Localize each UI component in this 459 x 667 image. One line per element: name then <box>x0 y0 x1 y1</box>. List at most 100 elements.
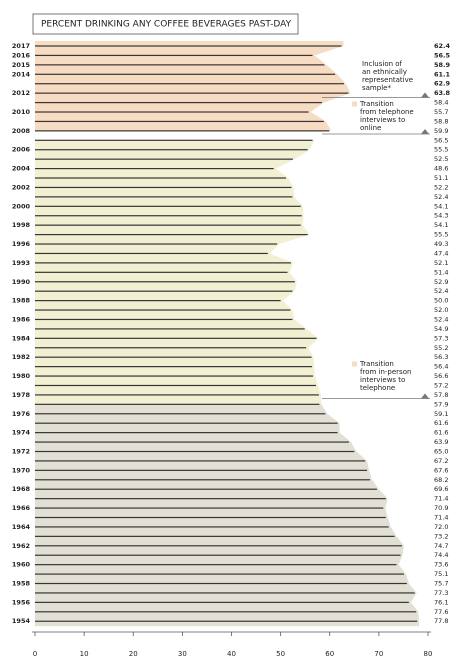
bar <box>35 366 313 368</box>
value-label: 59.1 <box>434 410 448 418</box>
bar <box>35 356 312 358</box>
value-label: 54.9 <box>434 325 448 333</box>
value-label: 61.6 <box>434 429 448 437</box>
bar <box>35 498 386 500</box>
value-label: 68.2 <box>434 476 448 484</box>
value-label: 52.4 <box>434 315 448 323</box>
y-tick-label: 1996 <box>12 240 31 248</box>
bar <box>35 375 314 377</box>
bar <box>35 243 278 245</box>
bar <box>35 252 268 255</box>
bar <box>35 488 377 490</box>
bar <box>35 394 319 396</box>
value-label: 52.2 <box>434 183 448 191</box>
bar <box>35 535 395 537</box>
value-label: 49.3 <box>434 240 448 248</box>
bar <box>35 384 316 387</box>
bar <box>35 139 313 141</box>
y-tick-label: 2014 <box>12 70 31 78</box>
bar <box>35 582 407 585</box>
y-tick-label: 1984 <box>12 334 31 342</box>
value-label: 52.4 <box>434 193 448 201</box>
x-tick-label: 60 <box>325 650 334 658</box>
y-tick-label: 1958 <box>12 580 31 588</box>
bar <box>35 403 320 405</box>
value-label: 61.1 <box>434 70 451 78</box>
value-label: 47.4 <box>434 249 448 257</box>
bar <box>35 167 274 170</box>
y-tick-label: 1974 <box>12 429 31 437</box>
value-label: 55.2 <box>434 344 448 352</box>
y-tick-label: 1993 <box>12 259 30 267</box>
bar <box>35 611 417 613</box>
y-tick-label: 2008 <box>12 127 31 135</box>
annotation-arrow <box>421 92 429 98</box>
y-tick-label: 2000 <box>12 202 31 210</box>
value-label: 50.0 <box>434 297 448 305</box>
y-tick-label: 1978 <box>12 391 31 399</box>
bar <box>35 300 281 302</box>
bar <box>35 196 293 198</box>
annotation-marker <box>352 361 357 367</box>
value-label: 52.1 <box>434 259 448 267</box>
x-tick-label: 0 <box>33 650 37 658</box>
value-label: 71.4 <box>434 495 448 503</box>
bar <box>35 620 418 622</box>
bar <box>35 177 287 179</box>
annotation-text: interviews to <box>360 116 405 124</box>
y-tick-label: 1966 <box>12 504 31 512</box>
value-label: 52.9 <box>434 278 448 286</box>
x-tick-label: 30 <box>178 650 187 658</box>
era-area <box>35 41 351 131</box>
value-label: 75.1 <box>434 570 448 578</box>
value-label: 54.1 <box>434 221 448 229</box>
y-tick-label: 1972 <box>12 447 30 455</box>
bar <box>35 234 308 236</box>
value-label: 76.1 <box>434 598 448 606</box>
value-label: 55.5 <box>434 231 448 239</box>
value-label: 51.1 <box>434 174 448 182</box>
y-tick-label: 1998 <box>12 221 31 229</box>
y-tick-label: 1964 <box>12 523 31 531</box>
bar <box>35 186 292 189</box>
x-tick-label: 40 <box>227 650 236 658</box>
value-label: 70.9 <box>434 504 448 512</box>
annotation-text: from telephone <box>360 108 414 116</box>
value-label: 72.0 <box>434 523 448 531</box>
annotation-text: sample* <box>362 84 391 92</box>
bar <box>35 64 325 66</box>
y-tick-label: 1968 <box>12 485 31 493</box>
bar <box>35 337 317 339</box>
value-label: 52.0 <box>434 306 448 314</box>
bar <box>35 526 389 528</box>
y-tick-label: 2016 <box>12 51 31 59</box>
value-label: 73.2 <box>434 532 448 540</box>
bar <box>35 479 371 481</box>
value-label: 55.7 <box>434 108 448 116</box>
bar <box>35 224 301 226</box>
bar <box>35 290 293 292</box>
value-label: 54.3 <box>434 212 448 220</box>
value-label: 56.5 <box>434 136 448 144</box>
bar <box>35 564 397 566</box>
value-label: 57.3 <box>434 334 448 342</box>
value-label: 62.4 <box>434 42 451 50</box>
value-label: 58.8 <box>434 117 448 125</box>
bar <box>35 450 355 453</box>
bar <box>35 573 404 575</box>
bar <box>35 601 409 603</box>
value-label: 48.6 <box>434 165 448 173</box>
value-label: 69.6 <box>434 485 448 493</box>
bar <box>35 158 293 160</box>
value-label: 77.6 <box>434 608 448 616</box>
value-label: 59.9 <box>434 127 448 135</box>
annotation-text: online <box>360 124 381 132</box>
bar <box>35 262 291 264</box>
value-label: 67.2 <box>434 457 448 465</box>
bar <box>35 432 338 434</box>
bar <box>35 130 330 132</box>
bar <box>35 111 309 113</box>
value-label: 56.3 <box>434 353 448 361</box>
annotation-text: Transition <box>359 100 394 108</box>
